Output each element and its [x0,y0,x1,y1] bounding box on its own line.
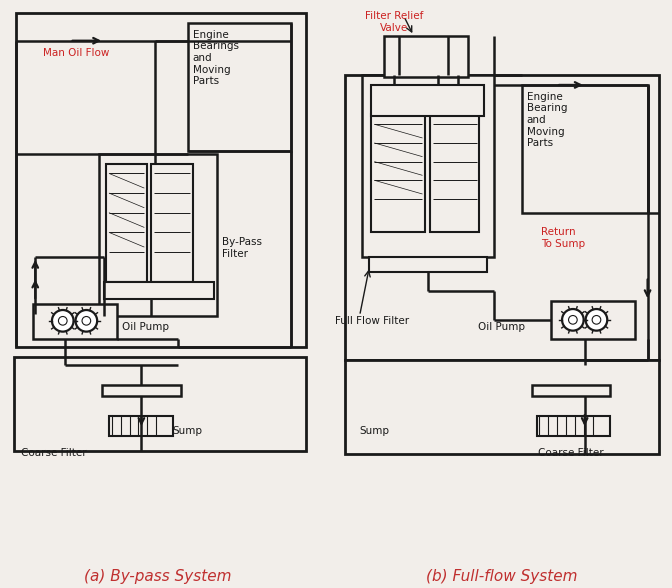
Text: chapter.impergar.com: chapter.impergar.com [412,249,593,363]
Text: Engine
Bearings
and
Moving
Parts: Engine Bearings and Moving Parts [192,30,239,86]
Bar [345,360,659,453]
Bar [151,163,192,282]
Bar [521,85,648,213]
Circle shape [52,310,73,332]
Circle shape [592,316,601,324]
Text: Coarse Filter: Coarse Filter [21,447,86,457]
Text: Engine
Bearing
and
Moving
Parts: Engine Bearing and Moving Parts [527,92,567,148]
Bar [15,13,306,348]
Text: chapter.impergar.com: chapter.impergar.com [77,219,258,334]
Text: Man Oil Flow: Man Oil Flow [43,48,110,58]
Circle shape [58,316,67,325]
Text: Full Flow Filter: Full Flow Filter [335,316,409,326]
Bar [532,385,610,396]
Text: (a) By-pass System: (a) By-pass System [85,570,232,584]
Text: Sump: Sump [173,426,203,436]
Text: Return
To Sump: Return To Sump [542,228,585,249]
Bar [372,85,485,116]
Circle shape [585,309,607,330]
Bar [345,75,659,360]
Bar [536,416,610,436]
Circle shape [562,309,584,330]
Bar [372,115,425,232]
Bar [384,36,468,77]
Bar [430,115,480,232]
Bar [34,304,117,339]
Bar [104,282,214,299]
Bar [187,23,291,151]
Text: By-Pass
Filter: By-Pass Filter [222,238,262,259]
Bar [362,75,494,257]
Text: (b) Full-flow System: (b) Full-flow System [426,570,578,584]
Text: Oil Pump: Oil Pump [122,322,169,332]
Bar [109,416,173,436]
Bar [106,163,147,282]
Text: Filter Relief
Valve: Filter Relief Valve [365,11,423,33]
Circle shape [82,316,91,325]
Text: Sump: Sump [360,426,390,436]
Bar [102,385,181,396]
Circle shape [569,316,577,324]
Bar [551,301,635,339]
Text: Coarse Filter: Coarse Filter [538,447,603,457]
Bar [13,357,306,450]
Text: Oil Pump: Oil Pump [478,322,525,332]
Bar [370,257,487,272]
Circle shape [75,310,97,332]
Bar [99,153,217,316]
